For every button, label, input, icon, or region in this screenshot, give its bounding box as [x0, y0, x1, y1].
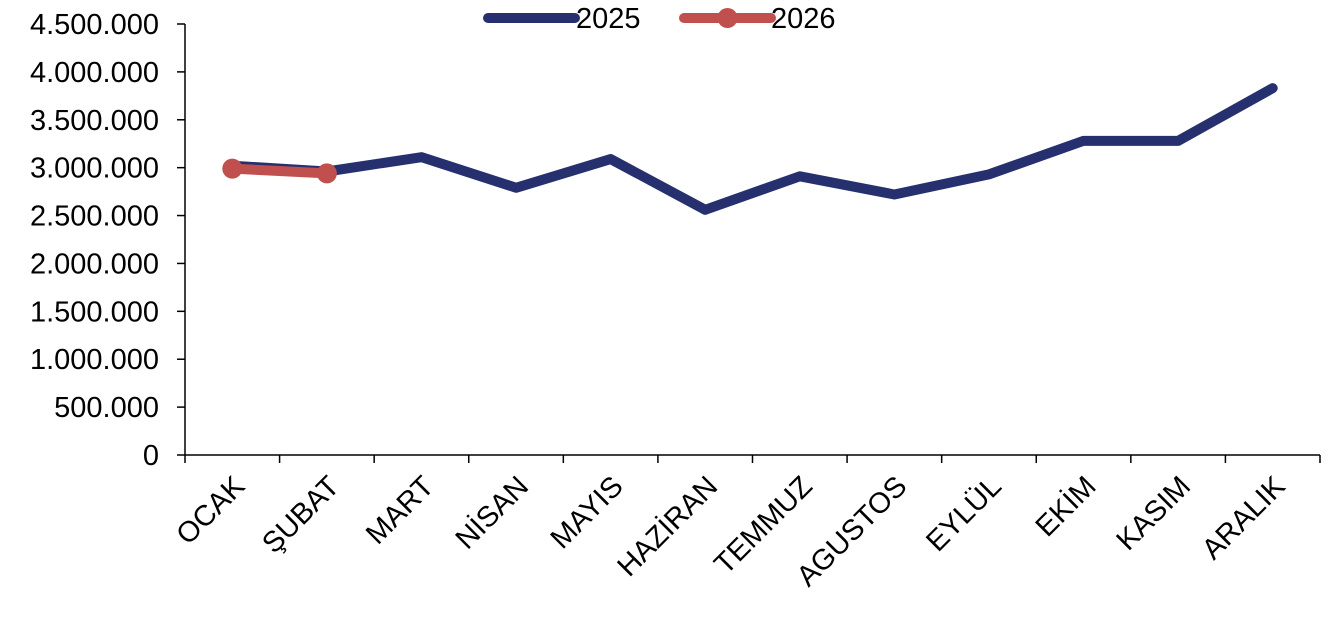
y-tick-label: 4.500.000: [30, 9, 159, 41]
legend-label-2025: 2025: [576, 3, 641, 35]
y-tick-label: 4.000.000: [30, 57, 159, 89]
x-tick-label: ARALIK: [1196, 470, 1292, 566]
data-point-2026: [222, 159, 242, 179]
x-tick-label: MAYIS: [545, 470, 630, 555]
x-tick-label: ŞUBAT: [256, 470, 346, 560]
y-tick-label: 2.500.000: [30, 201, 159, 233]
y-tick-label: 3.000.000: [30, 153, 159, 185]
x-tick-label: NİSAN: [449, 470, 535, 556]
y-tick-label: 3.500.000: [30, 105, 159, 137]
y-tick-label: 1.500.000: [30, 296, 159, 328]
y-tick-label: 2.000.000: [30, 248, 159, 280]
y-tick-label: 0: [143, 440, 159, 472]
legend-marker-2026: [718, 8, 738, 28]
x-tick-label: OCAK: [170, 470, 251, 551]
data-point-2026: [317, 163, 337, 183]
series-line-2026: [232, 169, 327, 174]
x-tick-label: EKİM: [1029, 470, 1102, 543]
legend-label-2026: 2026: [771, 3, 836, 35]
series-line-2025: [232, 88, 1272, 210]
x-tick-label: MART: [360, 470, 441, 551]
y-tick-label: 1.000.000: [30, 344, 159, 376]
x-tick-label: HAZİRAN: [611, 470, 724, 583]
x-tick-label: EYLÜL: [920, 470, 1008, 558]
y-tick-label: 500.000: [54, 392, 159, 424]
x-tick-label: KASIM: [1111, 470, 1197, 556]
